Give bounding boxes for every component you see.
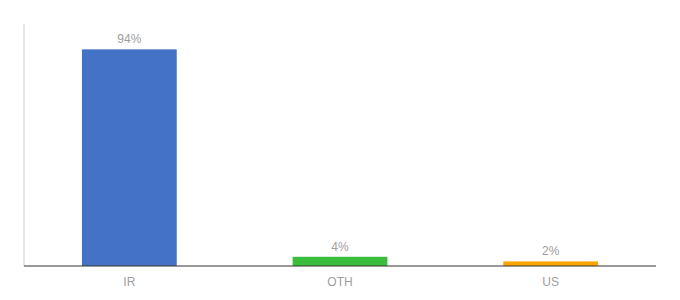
bar bbox=[503, 261, 598, 266]
bars bbox=[82, 49, 598, 266]
y-axis-line bbox=[24, 24, 25, 266]
x-tick-label: IR bbox=[123, 275, 135, 289]
x-tick-label: US bbox=[542, 275, 559, 289]
data-label: 2% bbox=[542, 244, 560, 258]
data-label: 4% bbox=[331, 240, 349, 254]
x-tick-label: OTH bbox=[327, 275, 352, 289]
chart-svg: 94% 4% 2% IR OTH US bbox=[0, 0, 680, 300]
data-label: 94% bbox=[117, 32, 141, 46]
chart-container: 94% 4% 2% IR OTH US bbox=[0, 0, 680, 300]
x-axis-line bbox=[24, 266, 656, 267]
bar bbox=[82, 49, 177, 266]
bar bbox=[293, 257, 388, 266]
